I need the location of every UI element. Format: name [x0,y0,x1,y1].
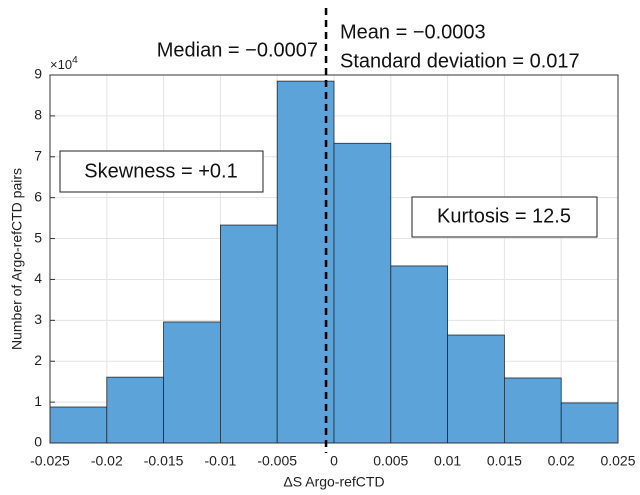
x-tick-label: -0.005 [257,453,297,469]
x-tick-label: 0.005 [373,453,408,469]
y-axis-label: Number of Argo-refCTD pairs [9,168,25,350]
bar [503,377,562,444]
annotation: Median = −0.0007 [157,39,318,61]
x-axis-label: ΔS Argo-refCTD [283,474,384,490]
annotation: Kurtosis = 12.5 [437,205,571,227]
exponent-base: ×10 [50,57,72,72]
y-tick-label: 2 [34,352,42,368]
y-tick-label: 5 [34,229,42,245]
y-tick-label: 4 [34,270,42,286]
y-exponent: ×104 [50,55,78,73]
annotation-box [59,150,264,193]
y-tick-label: 1 [34,393,42,409]
y-tick-label: 7 [34,147,42,163]
bar [276,80,335,444]
annotation: Standard deviation = 0.017 [340,50,580,72]
exponent-power: 4 [72,55,78,66]
y-tick-label: 3 [34,311,42,327]
x-tick-label: -0.01 [204,453,236,469]
y-tick-label: 6 [34,188,42,204]
x-tick-label: -0.02 [91,453,123,469]
bar [333,142,392,444]
annotation: Mean = −0.0003 [340,21,486,43]
x-tick-label: -0.025 [30,453,70,469]
y-tick-label: 8 [34,107,42,123]
y-tick-label: 0 [34,434,42,450]
x-tick-label: 0.01 [434,453,461,469]
bar [390,265,448,444]
x-tick-label: 0.02 [548,453,575,469]
plot-frame [49,74,619,444]
bar [163,321,221,444]
x-tick-label: 0.025 [600,453,635,469]
bar [219,224,278,444]
bar [447,334,505,444]
x-tick-label: 0 [330,453,338,469]
bar [560,402,619,444]
x-tick-label: 0.015 [487,453,522,469]
x-tick-label: -0.015 [144,453,184,469]
y-tick-label: 9 [34,66,42,82]
bar [49,406,108,444]
annotation-box [411,196,598,238]
annotation: Skewness = +0.1 [84,160,237,182]
bar [106,376,165,444]
